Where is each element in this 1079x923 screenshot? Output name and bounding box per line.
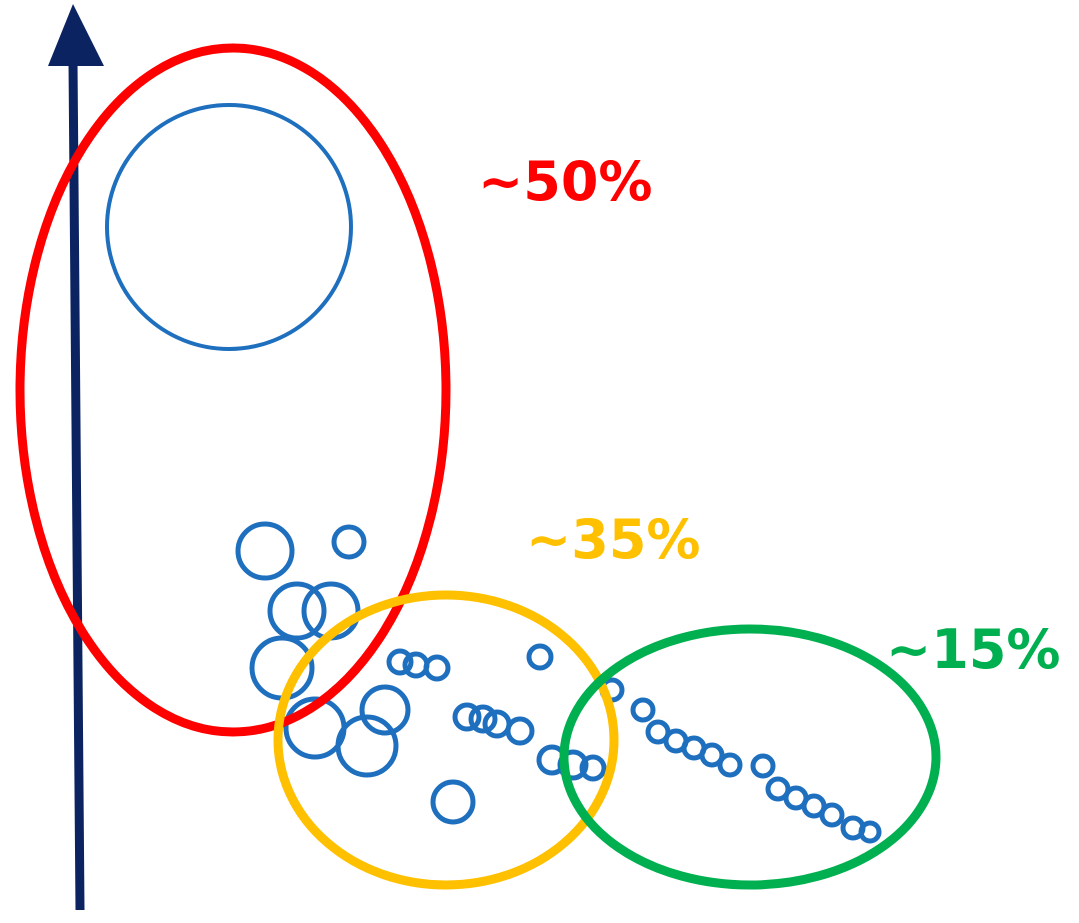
data-circle bbox=[717, 752, 743, 778]
data-circle bbox=[386, 648, 414, 676]
data-circle bbox=[579, 754, 607, 782]
data-circle bbox=[430, 779, 476, 825]
data-circle bbox=[630, 697, 656, 723]
axis-line bbox=[68, 61, 85, 911]
group-ellipse-top bbox=[15, 43, 451, 737]
group-label-top: ~50% bbox=[478, 150, 653, 213]
data-circle bbox=[423, 654, 451, 682]
group-label-middle: ~35% bbox=[526, 508, 701, 571]
data-circle bbox=[750, 753, 776, 779]
data-circle bbox=[858, 820, 882, 844]
data-circle bbox=[335, 714, 399, 778]
group-label-bottom: ~15% bbox=[886, 618, 1061, 681]
data-circle bbox=[526, 643, 554, 671]
data-circle bbox=[452, 702, 482, 732]
data-circle bbox=[468, 704, 498, 734]
group-ellipse-bottom bbox=[559, 624, 941, 890]
data-circle bbox=[331, 524, 367, 560]
group-ellipse-middle bbox=[273, 590, 619, 890]
data-circle bbox=[359, 684, 411, 736]
data-circle bbox=[699, 742, 725, 768]
data-circle bbox=[235, 521, 295, 581]
data-circle bbox=[105, 103, 353, 351]
axis-arrowhead bbox=[48, 4, 104, 66]
data-circle bbox=[819, 802, 845, 828]
data-circle bbox=[505, 716, 535, 746]
data-circle bbox=[267, 581, 327, 641]
vertical-axis bbox=[48, 4, 104, 911]
